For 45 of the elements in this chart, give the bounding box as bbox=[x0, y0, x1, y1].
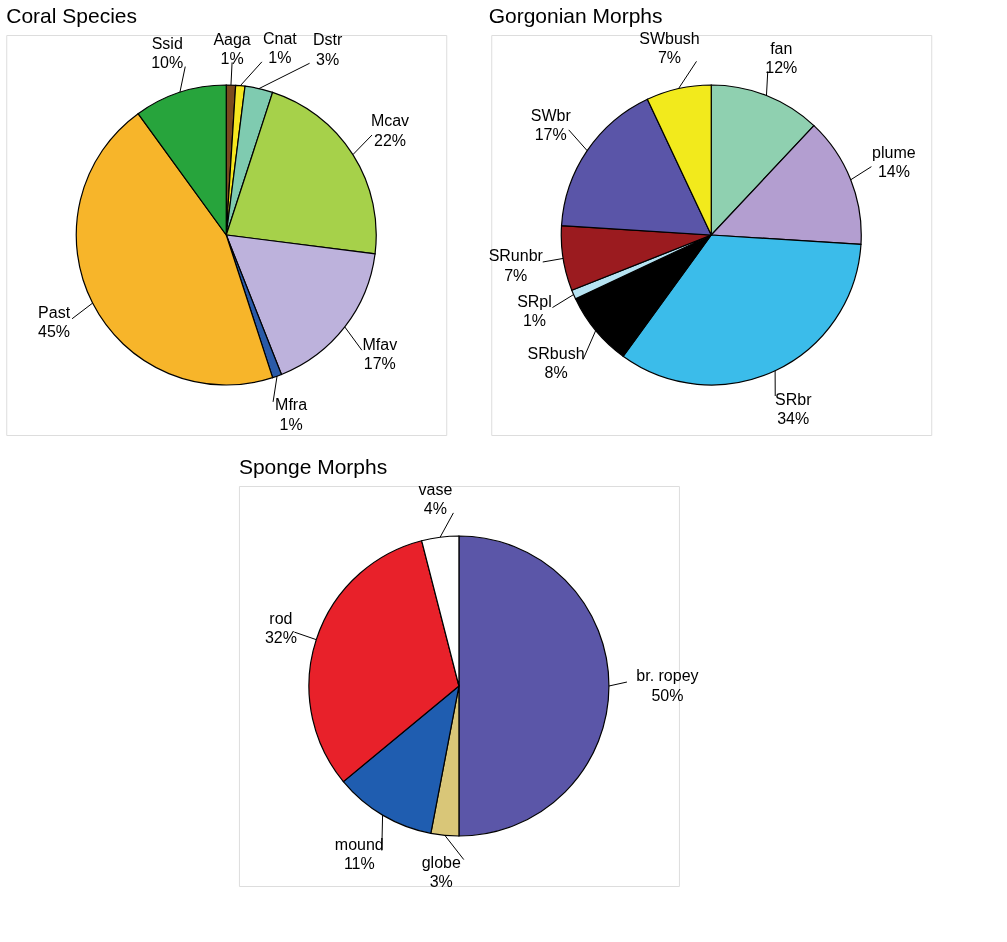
slice-label: SWbr bbox=[530, 107, 572, 125]
data-label: 17% bbox=[534, 126, 567, 144]
data-label: 11% bbox=[343, 855, 375, 873]
slice-label: Cnat bbox=[262, 30, 298, 48]
slice-label: Dstr bbox=[312, 31, 343, 49]
slice-label: SRunbr bbox=[488, 247, 544, 265]
data-label: 8% bbox=[544, 363, 568, 381]
data-label: 10% bbox=[151, 53, 184, 71]
data-label: 1% bbox=[268, 49, 292, 67]
slice-label: Mfra bbox=[275, 396, 308, 414]
data-label: 34% bbox=[777, 409, 810, 427]
data-label: 17% bbox=[363, 354, 396, 372]
slice-label: SRpl bbox=[517, 292, 552, 310]
slice-label: Mfav bbox=[362, 335, 398, 353]
data-label: 7% bbox=[657, 48, 682, 66]
chart-title: Gorgonian Morphs bbox=[488, 3, 663, 27]
slice-label: SRbr bbox=[775, 390, 813, 408]
data-label: 1% bbox=[522, 312, 547, 330]
data-label: 32% bbox=[264, 628, 297, 646]
slice-label: vase bbox=[418, 481, 453, 499]
slice-label: Past bbox=[38, 304, 71, 322]
slice-label: plume bbox=[872, 144, 916, 162]
slice-label: Mcav bbox=[370, 112, 410, 130]
data-label: 1% bbox=[279, 415, 303, 433]
slice-label: br. ropey bbox=[636, 667, 699, 685]
data-label: 14% bbox=[877, 163, 910, 181]
chart-title: Sponge Morphs bbox=[238, 455, 388, 479]
slice-label: Aaga bbox=[213, 30, 251, 48]
data-label: 22% bbox=[373, 131, 407, 149]
data-label: 3% bbox=[316, 50, 340, 68]
slice-label: fan bbox=[770, 39, 793, 57]
slice-label: Ssid bbox=[151, 34, 183, 52]
chart-title: Coral Species bbox=[6, 4, 137, 28]
slice-label: SWbush bbox=[639, 29, 700, 47]
data-label: 12% bbox=[765, 58, 798, 76]
data-label: 7% bbox=[504, 266, 528, 284]
slice-label: SRbush bbox=[527, 344, 585, 362]
data-label: 4% bbox=[423, 500, 447, 518]
slice-label: mound bbox=[334, 835, 384, 853]
data-label: 3% bbox=[429, 873, 453, 891]
data-label: 1% bbox=[220, 49, 244, 67]
data-label: 45% bbox=[38, 323, 71, 341]
slice-label: globe bbox=[421, 854, 461, 872]
data-label: 50% bbox=[651, 686, 684, 704]
slice-label: rod bbox=[269, 609, 293, 627]
